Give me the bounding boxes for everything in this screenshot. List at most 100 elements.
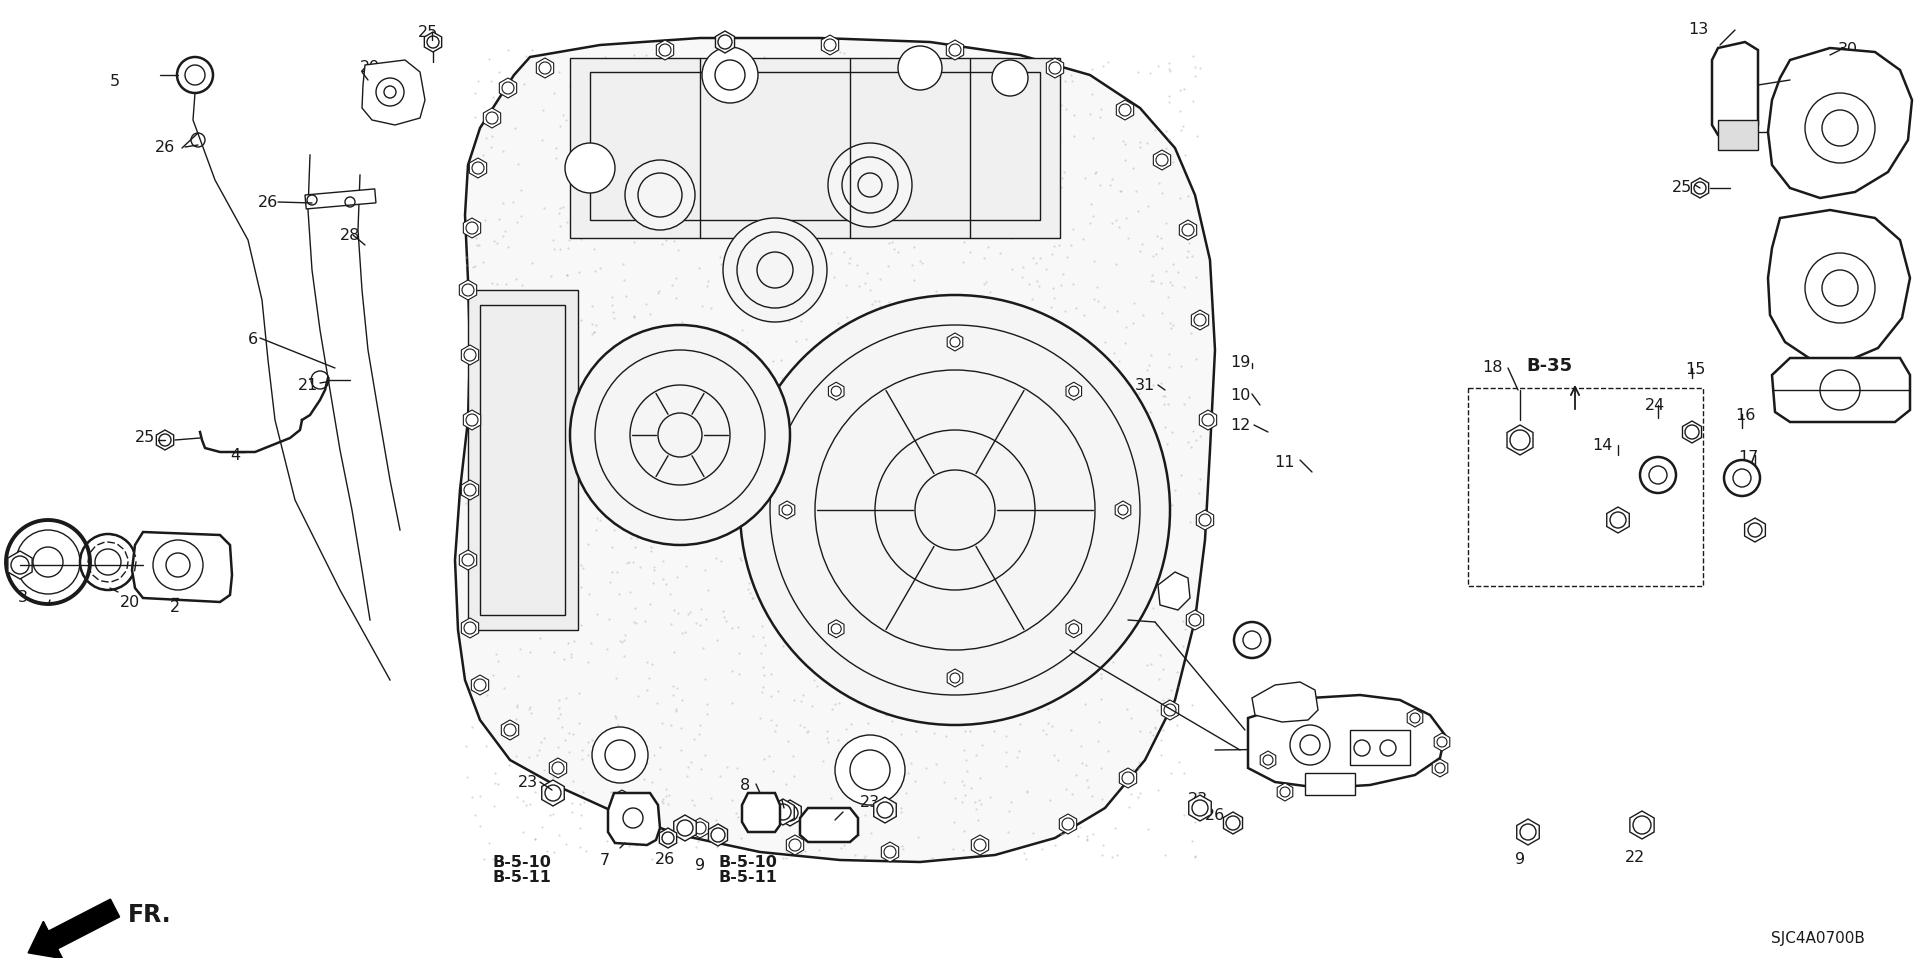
Text: 23: 23 bbox=[760, 795, 780, 810]
Text: 25: 25 bbox=[1672, 180, 1692, 195]
FancyArrow shape bbox=[29, 900, 119, 958]
Text: 23: 23 bbox=[1188, 792, 1208, 807]
Text: B-5-11: B-5-11 bbox=[718, 870, 778, 885]
Text: 12: 12 bbox=[1231, 418, 1250, 433]
Polygon shape bbox=[972, 835, 989, 855]
Text: 22: 22 bbox=[1624, 850, 1645, 865]
Bar bbox=[1306, 773, 1356, 795]
Text: B-5-11: B-5-11 bbox=[493, 870, 551, 885]
Circle shape bbox=[724, 218, 828, 322]
Polygon shape bbox=[1158, 572, 1190, 610]
Polygon shape bbox=[459, 280, 476, 300]
Polygon shape bbox=[787, 835, 804, 855]
Polygon shape bbox=[828, 620, 845, 638]
Polygon shape bbox=[8, 551, 33, 579]
Polygon shape bbox=[1223, 812, 1242, 834]
Polygon shape bbox=[716, 31, 735, 53]
Circle shape bbox=[570, 325, 789, 545]
Text: FR.: FR. bbox=[129, 903, 171, 927]
Text: 31: 31 bbox=[1135, 378, 1156, 393]
Polygon shape bbox=[947, 40, 964, 60]
Polygon shape bbox=[1066, 620, 1081, 638]
Circle shape bbox=[591, 727, 649, 783]
Polygon shape bbox=[1252, 682, 1317, 722]
Text: 7: 7 bbox=[599, 853, 611, 868]
Text: 1: 1 bbox=[837, 808, 849, 823]
Text: 30: 30 bbox=[1837, 42, 1859, 57]
Polygon shape bbox=[1692, 178, 1709, 198]
Polygon shape bbox=[772, 799, 795, 825]
Polygon shape bbox=[1248, 695, 1446, 788]
Bar bbox=[570, 58, 1060, 238]
Polygon shape bbox=[1607, 507, 1630, 533]
Polygon shape bbox=[1179, 220, 1196, 240]
Polygon shape bbox=[1630, 811, 1655, 839]
Circle shape bbox=[828, 143, 912, 227]
Text: 26: 26 bbox=[156, 140, 175, 155]
Polygon shape bbox=[874, 797, 897, 823]
Text: 17: 17 bbox=[1738, 450, 1759, 465]
Polygon shape bbox=[156, 430, 173, 450]
Polygon shape bbox=[708, 824, 728, 846]
Text: 11: 11 bbox=[1275, 455, 1296, 470]
Polygon shape bbox=[822, 35, 839, 55]
Text: B-5-10: B-5-10 bbox=[493, 855, 551, 870]
Bar bbox=[589, 72, 1041, 220]
Bar bbox=[1718, 120, 1759, 150]
Text: 9: 9 bbox=[1515, 852, 1524, 867]
Text: 20: 20 bbox=[119, 595, 140, 610]
Text: 9: 9 bbox=[695, 858, 705, 873]
Polygon shape bbox=[780, 800, 801, 826]
Polygon shape bbox=[657, 40, 674, 60]
Text: 2: 2 bbox=[171, 600, 180, 615]
Polygon shape bbox=[741, 793, 780, 832]
Polygon shape bbox=[1432, 759, 1448, 777]
Circle shape bbox=[993, 60, 1027, 96]
Polygon shape bbox=[1713, 42, 1759, 142]
Text: 10: 10 bbox=[1231, 388, 1250, 403]
Polygon shape bbox=[1745, 518, 1764, 542]
Polygon shape bbox=[674, 815, 697, 841]
Polygon shape bbox=[455, 38, 1215, 862]
Text: 13: 13 bbox=[1688, 22, 1709, 37]
Polygon shape bbox=[1200, 410, 1217, 430]
Polygon shape bbox=[459, 550, 476, 570]
Polygon shape bbox=[468, 158, 486, 178]
Polygon shape bbox=[499, 78, 516, 98]
Text: 5: 5 bbox=[109, 74, 121, 89]
Text: 23: 23 bbox=[518, 775, 538, 790]
Polygon shape bbox=[1046, 58, 1064, 78]
Text: 26: 26 bbox=[257, 195, 278, 210]
Polygon shape bbox=[612, 790, 630, 810]
Polygon shape bbox=[363, 60, 424, 125]
Text: 8: 8 bbox=[739, 778, 751, 793]
Polygon shape bbox=[1772, 358, 1910, 422]
Polygon shape bbox=[549, 758, 566, 778]
Polygon shape bbox=[1277, 783, 1292, 801]
Polygon shape bbox=[1434, 733, 1450, 751]
Text: 6: 6 bbox=[248, 332, 257, 347]
Polygon shape bbox=[609, 793, 660, 845]
Polygon shape bbox=[801, 808, 858, 842]
Text: 14: 14 bbox=[1592, 438, 1613, 453]
Bar bbox=[305, 189, 376, 209]
Text: 27: 27 bbox=[8, 558, 29, 573]
Polygon shape bbox=[1060, 814, 1077, 834]
Bar bbox=[468, 290, 578, 630]
Circle shape bbox=[739, 295, 1169, 725]
Circle shape bbox=[1640, 457, 1676, 493]
Circle shape bbox=[835, 735, 904, 805]
Polygon shape bbox=[947, 669, 962, 687]
Polygon shape bbox=[659, 828, 676, 848]
Polygon shape bbox=[691, 818, 708, 838]
Text: 24: 24 bbox=[1645, 398, 1665, 413]
Polygon shape bbox=[1507, 425, 1532, 455]
Polygon shape bbox=[1190, 310, 1210, 330]
Circle shape bbox=[703, 47, 758, 103]
Polygon shape bbox=[461, 345, 478, 365]
Polygon shape bbox=[1116, 100, 1133, 120]
Text: SJC4A0700B: SJC4A0700B bbox=[1770, 930, 1864, 946]
Polygon shape bbox=[828, 382, 845, 400]
Polygon shape bbox=[1260, 751, 1275, 769]
Text: B-5-10: B-5-10 bbox=[718, 855, 778, 870]
